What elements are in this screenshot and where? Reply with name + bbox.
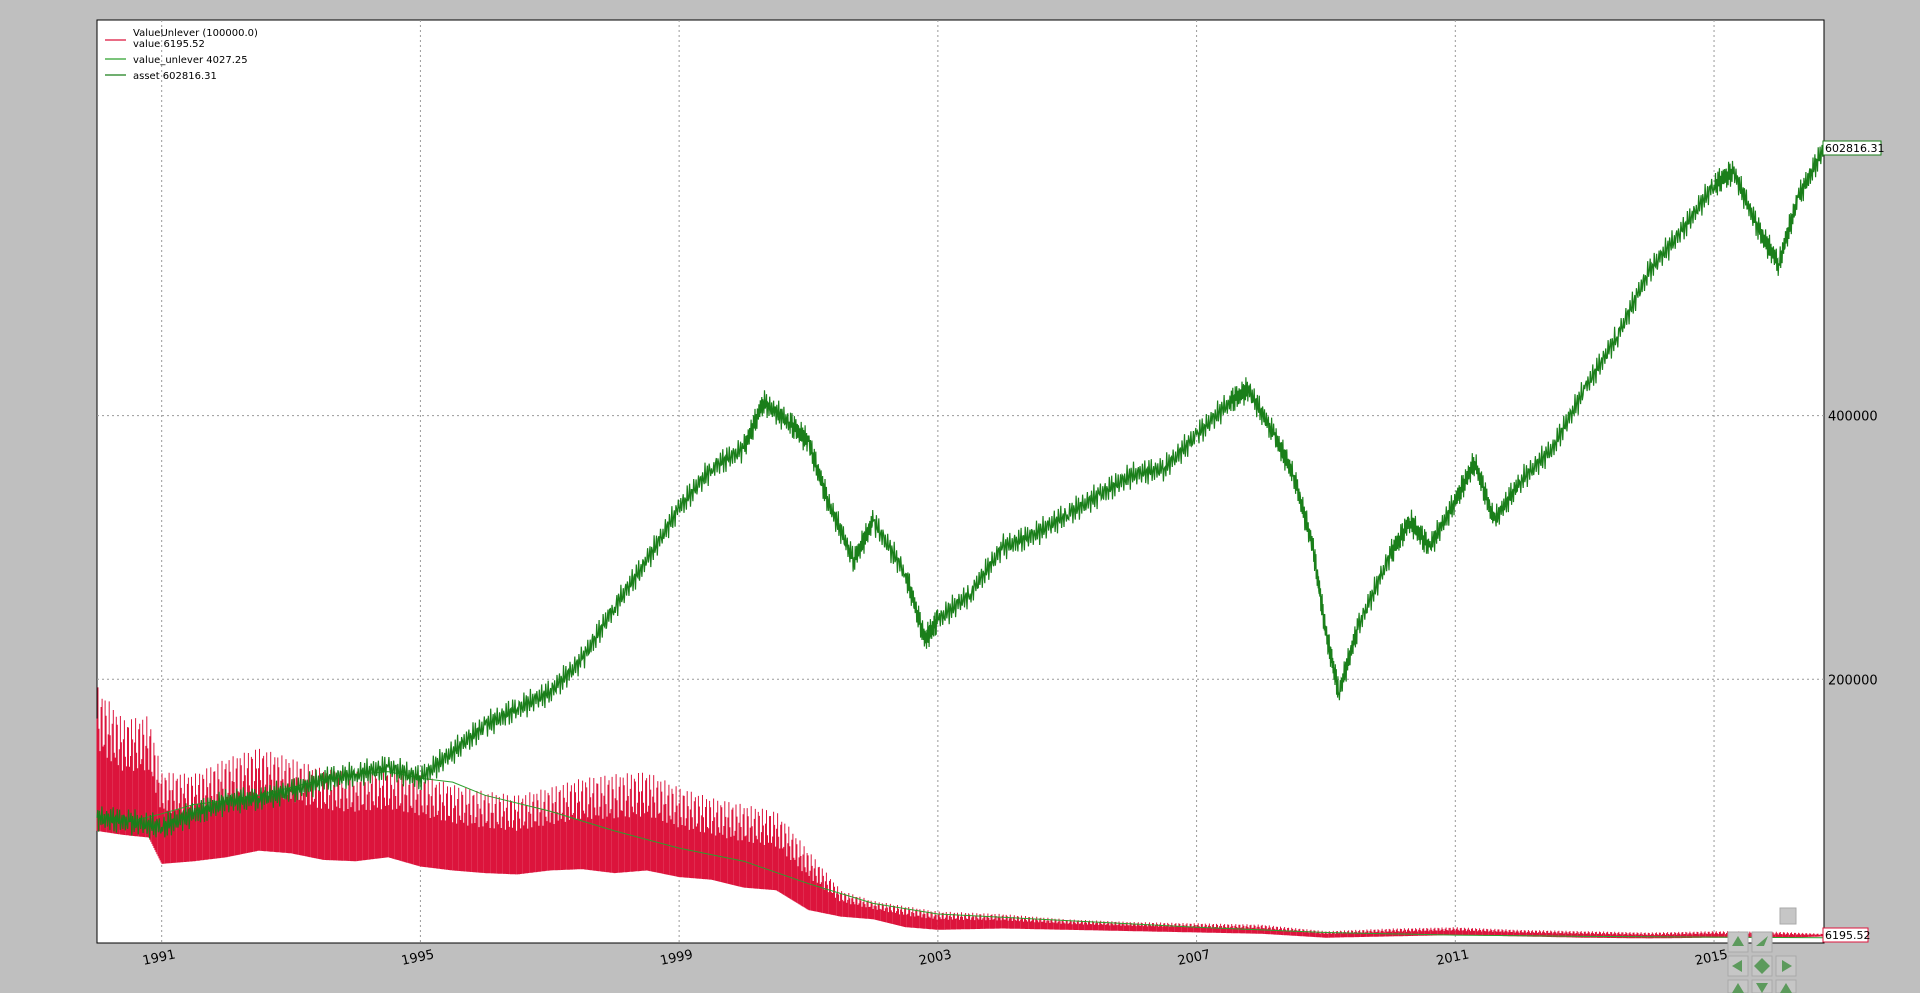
legend-entry-value: value 6195.52 (133, 39, 205, 50)
last-value-value-tag: 6195.52 (1822, 927, 1871, 943)
left-arrow-icon[interactable] (1727, 955, 1749, 977)
x-tick-label: 1995 (400, 947, 435, 969)
last-value-value: 6195.52 (1825, 929, 1871, 942)
value-series (96, 685, 1825, 939)
down-arrow-icon[interactable] (1751, 979, 1773, 993)
forward-arrow-icon[interactable] (1751, 931, 1773, 953)
legend-entry-asset: asset 602816.31 (133, 71, 217, 82)
last-value-asset: 602816.31 (1825, 142, 1885, 155)
x-tick-label: 2003 (918, 947, 953, 969)
last-value-asset-tag: 602816.31 (1822, 140, 1885, 156)
legend: ValueUnlever (100000.0) value 6195.52 va… (105, 28, 258, 82)
up-arrow-icon[interactable] (1727, 931, 1749, 953)
plot-area (96, 19, 1825, 944)
x-tick-label: 1991 (141, 947, 176, 969)
y-tick-label: 400000 (1828, 410, 1878, 425)
y-axis-ticks: 200000 400000 (1828, 410, 1878, 689)
x-tick-label: 2015 (1694, 947, 1729, 969)
legend-title: ValueUnlever (100000.0) (133, 28, 258, 39)
x-tick-label: 1999 (659, 947, 694, 969)
value-band (96, 687, 1825, 939)
y-tick-label: 200000 (1828, 673, 1878, 688)
asset-line (96, 142, 1825, 839)
grid (97, 20, 1824, 943)
x-tick-label: 2007 (1176, 947, 1211, 969)
zoom-icon[interactable] (1775, 979, 1797, 993)
right-arrow-icon[interactable] (1775, 955, 1797, 977)
legend-entry-value-unlever: value_unlever 4027.25 (133, 55, 248, 66)
pan-icon[interactable] (1751, 955, 1773, 977)
back-arrow-icon[interactable] (1727, 979, 1749, 993)
asset-series (96, 142, 1825, 839)
x-tick-label: 2011 (1435, 947, 1470, 969)
x-axis-ticks: 1991 1995 1999 2003 2007 2011 2015 (141, 947, 1729, 969)
navigation-toolbar (1727, 907, 1797, 993)
home-icon[interactable] (1779, 907, 1797, 925)
